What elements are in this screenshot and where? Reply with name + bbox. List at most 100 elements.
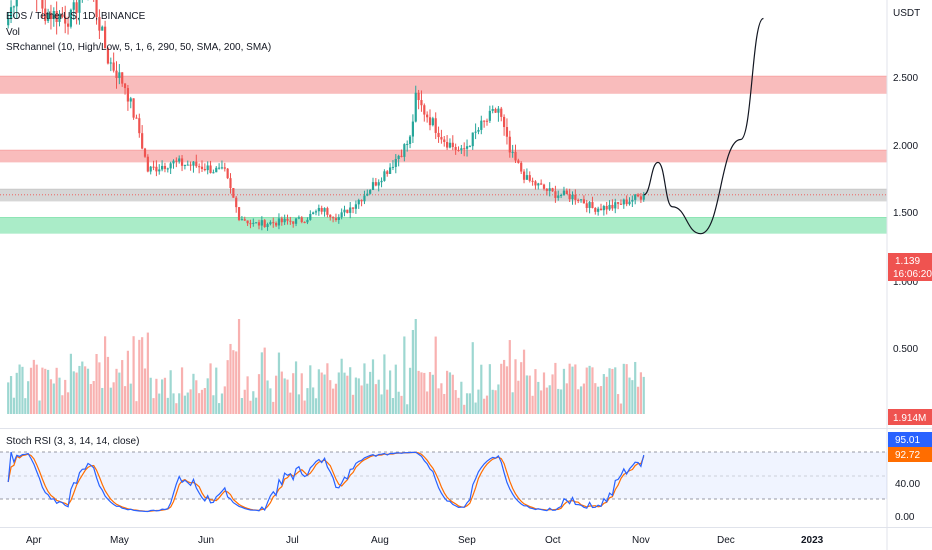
candle-body — [597, 208, 600, 212]
candle-body — [374, 182, 377, 186]
candle-body — [349, 207, 352, 213]
volume-bar — [491, 389, 494, 414]
volume-bar — [180, 367, 184, 414]
candle-body — [49, 13, 53, 20]
candle-body — [75, 2, 78, 13]
candle-body — [608, 204, 611, 210]
candle-body — [312, 212, 315, 214]
candle-body — [189, 164, 192, 166]
candle-body — [488, 110, 491, 121]
volume-bar — [7, 382, 10, 414]
candle-body — [314, 211, 318, 213]
volume-bar — [240, 398, 243, 414]
volume-bar — [41, 367, 44, 414]
volume-bar — [212, 395, 215, 414]
volume-bar — [477, 389, 480, 414]
volume-bar — [500, 363, 503, 414]
candle-body — [129, 98, 132, 102]
volume-bar — [431, 374, 434, 414]
candle-body — [351, 207, 355, 209]
volume-bar — [129, 383, 132, 414]
candle-body — [158, 169, 161, 172]
price-tick: 2.000 — [893, 141, 918, 152]
projection-drawing — [643, 17, 765, 235]
volume-bar — [346, 375, 349, 414]
candle-body — [69, 9, 72, 27]
volume-bar — [84, 366, 87, 414]
volume-bar — [320, 372, 323, 414]
volume-bar — [257, 374, 261, 414]
candle-body — [483, 120, 486, 122]
time-tick-dec: Dec — [717, 535, 735, 546]
volume-bar — [383, 354, 386, 414]
candle-body — [115, 70, 118, 79]
volume-bar — [371, 359, 375, 414]
candle-body — [292, 221, 295, 224]
volume-bar — [175, 403, 178, 414]
candle-body — [337, 217, 340, 220]
volume-bar — [434, 336, 437, 414]
volume-bar — [634, 361, 637, 414]
candle-body — [15, 0, 18, 7]
candle-body — [192, 161, 195, 166]
candle-body — [226, 168, 229, 179]
volume-bar — [503, 359, 506, 414]
volume-bar — [514, 359, 517, 414]
candle-body — [186, 164, 189, 166]
volume-bar — [252, 391, 255, 414]
volume-bar — [354, 377, 357, 414]
volume-bar — [599, 386, 603, 414]
candle-body — [223, 167, 226, 169]
volume-bar — [332, 388, 335, 414]
candle-body — [468, 146, 471, 148]
candle-body — [423, 105, 426, 115]
volume-bar — [312, 387, 315, 414]
candle-body — [218, 167, 221, 169]
volume-bar — [386, 389, 389, 414]
candle-body — [240, 219, 243, 221]
price-tick: 1.000 — [893, 277, 918, 288]
candle-body — [520, 162, 523, 172]
volume-bar — [186, 392, 189, 414]
volume-bar — [206, 378, 209, 414]
candle-body — [101, 26, 104, 31]
volume-bar — [571, 366, 574, 414]
candle-body — [554, 191, 557, 198]
volume-bar — [106, 356, 110, 414]
volume-bar — [463, 404, 466, 414]
candle-body — [480, 120, 483, 130]
candle-body — [426, 114, 429, 118]
candle-body — [465, 146, 469, 149]
candle-body — [260, 220, 263, 226]
volume-bar — [480, 364, 483, 414]
candle-body — [451, 142, 454, 147]
candle-body — [565, 190, 568, 195]
volume-bar — [203, 388, 206, 414]
volume-bar — [283, 378, 286, 414]
volume-bar — [86, 368, 90, 414]
volume-badge-value: 1.914M — [893, 413, 926, 424]
candle-body — [540, 183, 543, 185]
candle-body — [562, 190, 566, 195]
candle-body — [448, 142, 452, 148]
volume-bar — [340, 358, 343, 414]
candle-body — [55, 10, 58, 22]
candle-body — [243, 219, 246, 221]
candle-body — [66, 23, 70, 27]
volume-bar — [78, 365, 81, 414]
candle-body — [463, 148, 466, 150]
volume-bar — [189, 389, 192, 414]
volume-bar — [337, 372, 340, 414]
candle-body — [155, 166, 158, 172]
volume-bar — [611, 368, 614, 414]
volume-bar — [608, 368, 611, 414]
volume-bar — [545, 387, 548, 414]
volume-bar — [400, 395, 403, 414]
candle-body — [437, 132, 440, 138]
candle-body — [283, 218, 286, 223]
volume-bar — [642, 376, 645, 414]
candle-body — [491, 109, 494, 111]
volume-bar — [24, 398, 27, 414]
volume-bar — [115, 368, 118, 414]
